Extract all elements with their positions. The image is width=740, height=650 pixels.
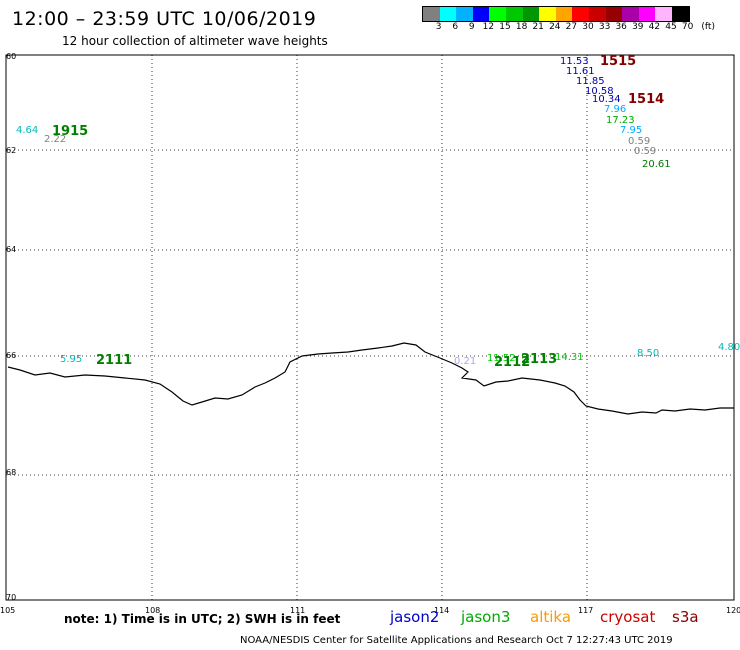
legend-altika: altika — [530, 608, 572, 626]
color-scale-label: 33 — [598, 22, 611, 32]
color-scale-swatch — [638, 7, 656, 21]
color-scale-label: 21 — [532, 22, 544, 32]
pass-time-label: 1515 — [600, 54, 637, 69]
color-scale-swatch — [671, 7, 689, 21]
color-scale-label: 3 — [435, 22, 442, 32]
pass-time-label: 2111 — [96, 353, 133, 368]
wave-height-value: 7.95 — [620, 125, 643, 136]
wave-height-value: 4.64 — [16, 125, 39, 136]
lat-label-68: 68 — [6, 468, 17, 477]
wave-height-value: 17.23 — [606, 115, 635, 126]
map-frame — [5, 54, 735, 601]
credit-line: NOAA/NESDIS Center for Satellite Applica… — [240, 635, 673, 646]
lon-label-111: 111 — [290, 606, 306, 615]
color-scale-swatch — [423, 7, 440, 21]
wave-height-value: 14.31 — [555, 352, 584, 363]
color-scale-label: 24 — [549, 22, 561, 32]
wave-height-value: 2.22 — [44, 134, 67, 145]
color-scale-label: 9 — [468, 22, 475, 32]
lon-label-105: 105 — [0, 606, 16, 615]
lon-label-117: 117 — [578, 606, 594, 615]
map-title: 12:00 – 23:59 UTC 10/06/2019 — [12, 8, 317, 30]
wave-height-value: 10.58 — [585, 86, 614, 97]
legend-s3a: s3a — [672, 608, 699, 626]
pass-time-label: 2113 — [521, 352, 558, 367]
lat-label-60: 60 — [6, 52, 17, 61]
color-scale-swatch — [655, 7, 672, 21]
lon-label-114: 114 — [434, 606, 450, 615]
wave-height-value: 10.34 — [592, 94, 621, 105]
wave-height-value: 0.59 — [634, 146, 657, 157]
color-scale-swatch — [605, 7, 623, 21]
legend-jason3: jason3 — [461, 608, 511, 626]
color-scale-label: 6 — [452, 22, 459, 32]
map-canvas — [5, 54, 735, 601]
map-subtitle: 12 hour collection of altimeter wave hei… — [62, 34, 328, 48]
color-scale-swatch — [588, 7, 606, 21]
color-scale-label: 70 — [681, 22, 694, 32]
color-scale-swatch — [439, 7, 457, 21]
color-scale-swatch — [472, 7, 490, 21]
color-scale-label: 36 — [615, 22, 627, 32]
wave-height-value: 11.85 — [576, 76, 605, 87]
color-scale-label: 27 — [565, 22, 578, 32]
color-scale-label: 39 — [632, 22, 644, 32]
pass-time-label: 2112 — [494, 355, 531, 370]
wave-height-value: 0.59 — [628, 136, 651, 147]
lat-lon-grid — [6, 55, 734, 600]
color-scale-swatch — [622, 7, 639, 21]
lat-label-64: 64 — [6, 245, 17, 254]
lon-label-108: 108 — [145, 606, 161, 615]
color-scale-label: 45 — [665, 22, 677, 32]
wave-height-value: 5.95 — [60, 354, 83, 365]
wave-height-value: 20.61 — [642, 159, 671, 170]
color-scale-swatch — [572, 7, 589, 21]
color-scale-swatch — [489, 7, 506, 21]
color-scale-label: 30 — [582, 22, 594, 32]
color-scale-labels: 3 6 9 12 15 18 21 24 27 30 33 36 39 42 45 70 (ft) — [422, 22, 740, 34]
color-scale-swatch — [505, 7, 523, 21]
wave-height-value: 0.21 — [454, 356, 477, 367]
note-text: note: 1) Time is in UTC; 2) SWH is in fe… — [64, 612, 341, 626]
wave-height-value: 11.52 — [487, 353, 516, 364]
legend-jason2: jason2 — [390, 608, 440, 626]
color-scale-bar — [422, 6, 690, 22]
color-scale-label: 18 — [515, 22, 528, 32]
color-scale-swatch — [539, 7, 556, 21]
wave-height-value: 4.80 — [718, 342, 740, 353]
pass-time-label: 1915 — [52, 124, 89, 139]
legend-cryosat: cryosat — [600, 608, 656, 626]
color-scale-swatch — [555, 7, 573, 21]
color-scale-label: 15 — [499, 22, 511, 32]
wave-height-value: 7.96 — [604, 104, 627, 115]
color-scale-swatch — [522, 7, 540, 21]
lat-label-70: 70 — [6, 593, 17, 602]
lat-label-62: 62 — [6, 146, 17, 155]
lon-label-120: 120 — [726, 606, 740, 615]
color-scale-swatch — [456, 7, 473, 21]
wave-height-value: 8.50 — [637, 348, 660, 359]
color-scale-label: 12 — [482, 22, 495, 32]
color-scale-label: (ft) — [701, 22, 715, 32]
coastline — [7, 342, 734, 415]
color-scale-label: 42 — [648, 22, 661, 32]
pass-time-label: 1514 — [628, 92, 665, 107]
lat-label-66: 66 — [6, 351, 17, 360]
wave-height-value: 11.61 — [566, 66, 595, 77]
wave-height-value: 11.53 — [560, 56, 589, 67]
